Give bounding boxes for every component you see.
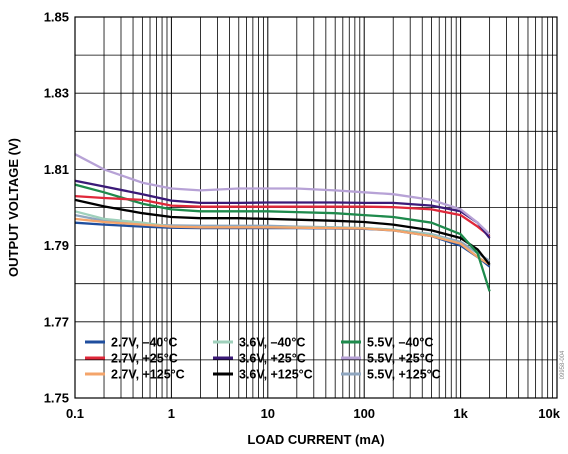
x-tick-label: 10k <box>538 406 560 421</box>
x-axis-label: LOAD CURRENT (mA) <box>247 432 384 447</box>
x-tick-label: 1 <box>168 406 175 421</box>
x-tick-label: 100 <box>353 406 375 421</box>
y-tick-label: 1.85 <box>44 10 69 25</box>
legend: 2.7V, –40°C 2.7V, +25°C 2.7V, +125°C 3.6V, … <box>85 336 441 382</box>
x-tick-label: 10 <box>261 406 275 421</box>
x-tick-labels: 0.1 1 10 100 1k 10k <box>66 406 561 421</box>
legend-label: 2.7V, –40°C <box>111 336 177 350</box>
series-lines <box>74 153 491 292</box>
y-tick-label: 1.83 <box>44 86 69 101</box>
legend-label: 3.6V, +25°C <box>239 352 306 366</box>
series-line <box>74 179 491 239</box>
legend-label: 2.7V, +25°C <box>111 352 178 366</box>
legend-label: 3.6V, +125°C <box>239 368 313 382</box>
x-tick-label: 0.1 <box>66 406 84 421</box>
plot-frame <box>74 16 558 399</box>
series-line <box>74 194 491 238</box>
legend-label: 3.6V, –40°C <box>239 336 305 350</box>
y-tick-label: 1.75 <box>44 391 69 406</box>
x-tick-label: 1k <box>453 406 468 421</box>
y-axis-label: OUTPUT VOLTAGE (V) <box>6 138 21 277</box>
y-tick-label: 1.81 <box>44 162 69 177</box>
legend-label: 5.5V, +25°C <box>367 352 434 366</box>
figure-id: 09958-004 <box>560 350 566 379</box>
legend-label: 2.7V, +125°C <box>111 368 185 382</box>
series-line <box>74 217 491 266</box>
series-line <box>74 198 491 266</box>
series-line <box>74 183 491 292</box>
series-line <box>74 153 491 236</box>
legend-label: 5.5V, +125°C <box>367 368 441 382</box>
y-tick-labels: 1.75 1.77 1.79 1.81 1.83 1.85 <box>44 10 69 406</box>
y-tick-label: 1.79 <box>44 238 69 253</box>
legend-label: 5.5V, –40°C <box>367 336 433 350</box>
y-tick-label: 1.77 <box>44 314 69 329</box>
